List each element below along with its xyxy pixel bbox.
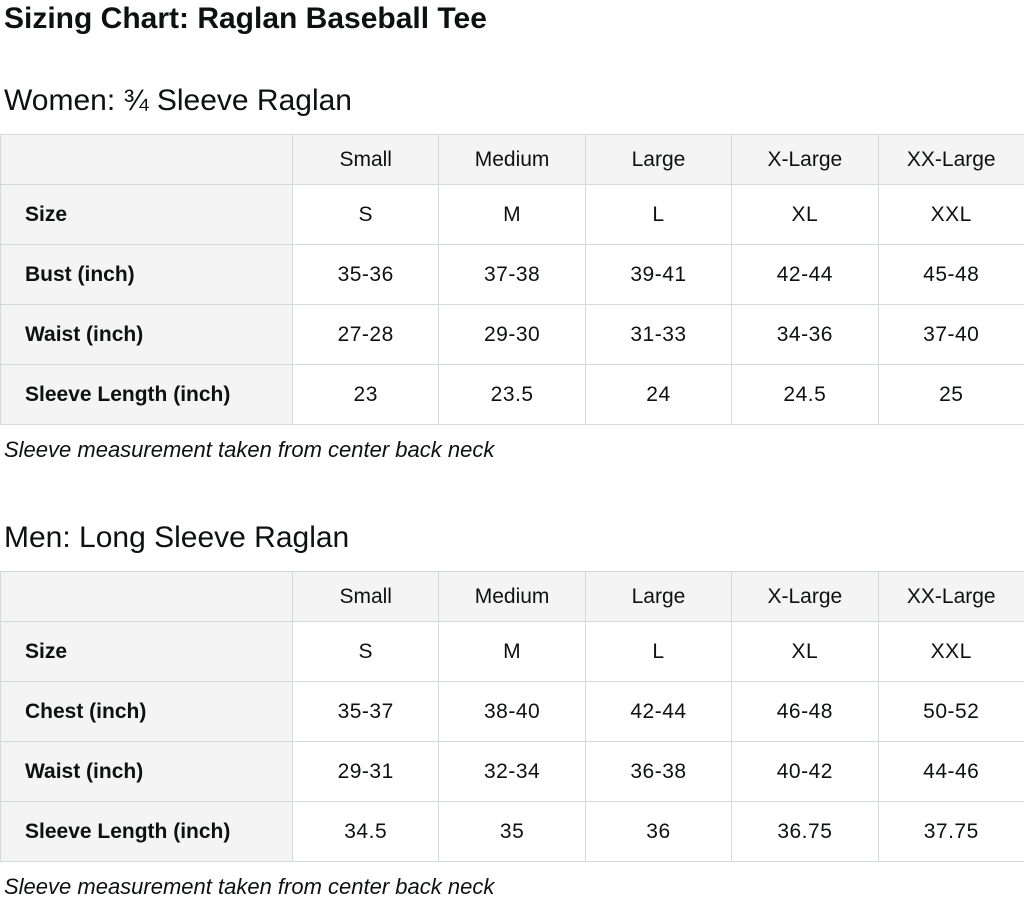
table-cell: 42-44	[584, 681, 733, 742]
column-header-large: Large	[584, 571, 733, 622]
table-cell: 45-48	[877, 244, 1024, 305]
table-cell: 24	[584, 364, 733, 425]
row-label-size: Size	[0, 621, 293, 682]
sleeve-measurement-note-men: Sleeve measurement taken from center bac…	[4, 874, 495, 898]
table-cell: XXL	[877, 184, 1024, 245]
column-header-xx-large: XX-Large	[877, 134, 1024, 185]
table-cell: 37.75	[877, 801, 1024, 862]
table-row-sleeve-length: Sleeve Length (inch) 34.5 35 36 36.75 37…	[0, 801, 1024, 862]
row-label-size: Size	[0, 184, 293, 245]
table-cell: 23	[291, 364, 440, 425]
table-cell: 50-52	[877, 681, 1024, 742]
table-corner-cell	[0, 571, 293, 622]
table-cell: 37-38	[438, 244, 586, 305]
table-cell: 34.5	[291, 801, 440, 862]
table-cell: 36.75	[731, 801, 879, 862]
table-cell: 29-31	[291, 741, 440, 802]
column-header-medium: Medium	[438, 134, 586, 185]
table-cell: S	[291, 184, 440, 245]
table-row-bust: Bust (inch) 35-36 37-38 39-41 42-44 45-4…	[0, 244, 1024, 305]
table-cell: 42-44	[731, 244, 879, 305]
table-cell: XL	[731, 621, 879, 682]
table-cell: 29-30	[438, 304, 586, 365]
sizing-table-men: Small Medium Large X-Large XX-Large Size…	[0, 571, 1024, 862]
table-cell: M	[438, 184, 586, 245]
table-cell: 40-42	[731, 741, 879, 802]
table-row-waist: Waist (inch) 27-28 29-30 31-33 34-36 37-…	[0, 304, 1024, 365]
table-cell: 25	[877, 364, 1024, 425]
row-label-waist: Waist (inch)	[0, 304, 293, 365]
column-header-x-large: X-Large	[731, 571, 879, 622]
table-row-size: Size S M L XL XXL	[0, 621, 1024, 682]
table-cell: 35-37	[291, 681, 440, 742]
table-cell: 38-40	[438, 681, 586, 742]
table-cell: 31-33	[584, 304, 733, 365]
table-cell: XXL	[877, 621, 1024, 682]
table-cell: 36	[584, 801, 733, 862]
table-cell: 39-41	[584, 244, 733, 305]
table-cell: M	[438, 621, 586, 682]
column-header-xx-large: XX-Large	[877, 571, 1024, 622]
table-row-waist: Waist (inch) 29-31 32-34 36-38 40-42 44-…	[0, 741, 1024, 802]
table-cell: 23.5	[438, 364, 586, 425]
table-header-row: Small Medium Large X-Large XX-Large	[0, 134, 1024, 185]
table-cell: 27-28	[291, 304, 440, 365]
table-header-row: Small Medium Large X-Large XX-Large	[0, 571, 1024, 622]
table-cell: 37-40	[877, 304, 1024, 365]
table-cell: 34-36	[731, 304, 879, 365]
table-cell: XL	[731, 184, 879, 245]
table-cell: 35-36	[291, 244, 440, 305]
table-row-sleeve-length: Sleeve Length (inch) 23 23.5 24 24.5 25	[0, 364, 1024, 425]
table-cell: L	[584, 621, 733, 682]
table-corner-cell	[0, 134, 293, 185]
row-label-chest: Chest (inch)	[0, 681, 293, 742]
section-heading-women: Women: ¾ Sleeve Raglan	[4, 84, 352, 117]
section-heading-men: Men: Long Sleeve Raglan	[4, 521, 350, 554]
page-title: Sizing Chart: Raglan Baseball Tee	[4, 2, 487, 35]
table-cell: 46-48	[731, 681, 879, 742]
column-header-large: Large	[584, 134, 733, 185]
table-cell: 32-34	[438, 741, 586, 802]
table-cell: 35	[438, 801, 586, 862]
sizing-table-women: Small Medium Large X-Large XX-Large Size…	[0, 134, 1024, 425]
column-header-medium: Medium	[438, 571, 586, 622]
row-label-waist: Waist (inch)	[0, 741, 293, 802]
sleeve-measurement-note-women: Sleeve measurement taken from center bac…	[4, 437, 495, 462]
row-label-sleeve-length: Sleeve Length (inch)	[0, 364, 293, 425]
table-cell: L	[584, 184, 733, 245]
row-label-bust: Bust (inch)	[0, 244, 293, 305]
row-label-sleeve-length: Sleeve Length (inch)	[0, 801, 293, 862]
table-cell: 36-38	[584, 741, 733, 802]
column-header-x-large: X-Large	[731, 134, 879, 185]
table-row-size: Size S M L XL XXL	[0, 184, 1024, 245]
table-cell: S	[291, 621, 440, 682]
column-header-small: Small	[291, 134, 440, 185]
table-cell: 44-46	[877, 741, 1024, 802]
column-header-small: Small	[291, 571, 440, 622]
table-cell: 24.5	[731, 364, 879, 425]
table-row-chest: Chest (inch) 35-37 38-40 42-44 46-48 50-…	[0, 681, 1024, 742]
